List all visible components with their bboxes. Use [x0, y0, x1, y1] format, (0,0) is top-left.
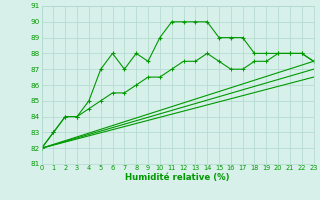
X-axis label: Humidité relative (%): Humidité relative (%) — [125, 173, 230, 182]
